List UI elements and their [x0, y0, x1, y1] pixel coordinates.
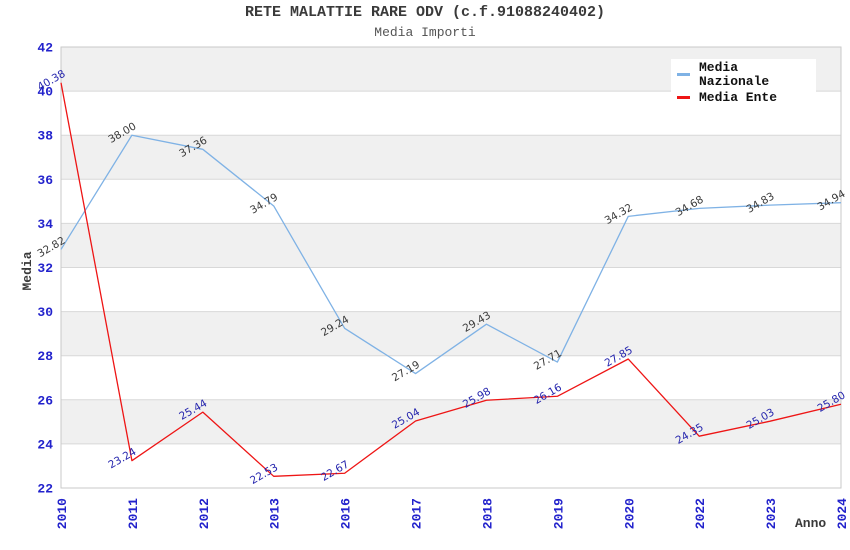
y-tick-label: 32 — [37, 261, 53, 276]
y-tick-label: 28 — [37, 349, 53, 364]
x-tick-label: 2023 — [764, 498, 779, 529]
x-tick-label: 2016 — [339, 498, 354, 529]
y-tick-label: 24 — [37, 437, 53, 452]
data-point-label-media-nazionale: 27.19 — [390, 359, 422, 384]
y-axis-title: Media — [20, 251, 35, 291]
data-point-label-media-ente: 22.53 — [248, 462, 280, 487]
x-tick-label: 2024 — [835, 498, 850, 529]
x-tick-label: 2019 — [551, 498, 566, 529]
legend-label: Media Ente — [699, 89, 778, 105]
chart-subtitle: Media Importi — [374, 25, 476, 40]
y-tick-label: 38 — [37, 129, 53, 144]
series-line-media-ente — [60, 82, 842, 477]
x-tick-label: 2017 — [410, 498, 425, 529]
chart-title: RETE MALATTIE RARE ODV (c.f.91088240402) — [244, 4, 606, 21]
y-tick-label: 42 — [37, 41, 53, 56]
data-point-label-media-nazionale: 34.79 — [248, 191, 280, 216]
grid-band — [61, 223, 841, 268]
x-tick-label: 2020 — [622, 498, 637, 529]
y-tick-label: 34 — [37, 217, 53, 232]
data-point-label-media-ente: 23.24 — [106, 446, 138, 472]
y-tick-label: 40 — [37, 85, 53, 100]
x-axis-title: Anno — [795, 516, 827, 531]
x-tick-label: 2012 — [197, 498, 212, 529]
line-swatch-icon — [677, 96, 690, 99]
x-tick-label: 2018 — [480, 498, 495, 529]
legend: Media Nazionale Media Ente — [671, 59, 816, 113]
x-tick-label: 2010 — [55, 498, 70, 529]
y-tick-label: 26 — [37, 393, 53, 408]
data-point-label-media-nazionale: 34.94 — [815, 188, 847, 214]
data-point-label-media-nazionale: 34.83 — [745, 190, 777, 215]
y-tick-label: 36 — [37, 173, 53, 188]
x-tick-label: 2013 — [268, 498, 283, 529]
plot-border — [60, 46, 842, 489]
line-swatch-icon — [677, 73, 690, 76]
y-tick-label: 22 — [37, 482, 53, 497]
legend-item-media-ente: Media Ente — [677, 86, 816, 109]
grid-band — [61, 399, 841, 444]
grid-band — [61, 135, 841, 180]
x-tick-label: 2011 — [126, 498, 141, 529]
x-tick-label: 2022 — [693, 498, 708, 529]
data-point-label-media-nazionale: 34.68 — [674, 194, 706, 219]
y-tick-label: 30 — [37, 305, 53, 320]
series-line-media-nazionale — [60, 134, 842, 375]
legend-item-media-nazionale: Media Nazionale — [677, 59, 816, 89]
legend-label: Media Nazionale — [699, 59, 770, 89]
data-point-label-media-ente: 22.67 — [319, 458, 351, 483]
